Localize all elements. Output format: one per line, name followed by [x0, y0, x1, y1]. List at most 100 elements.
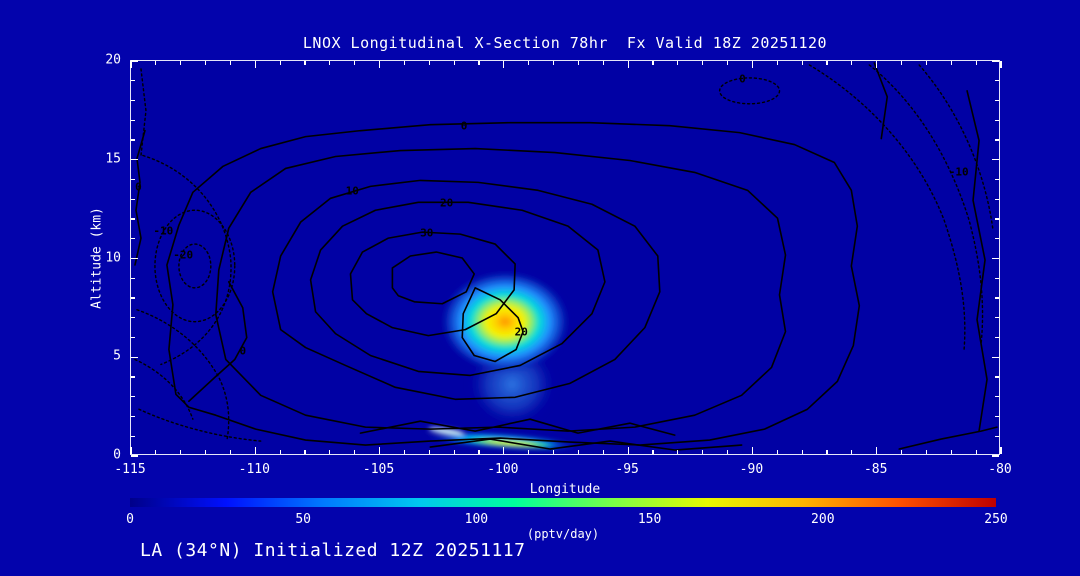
- x-tick-label: -110: [238, 462, 270, 477]
- x-tick: [279, 450, 281, 454]
- run-info-annotation: LA (34°N) Initialized 12Z 20251117: [140, 540, 526, 561]
- x-tick: [180, 450, 182, 454]
- colorbar-units-label: (pptv/day): [526, 527, 600, 541]
- x-axis-label: Longitude: [529, 482, 601, 497]
- contour-label: 20: [514, 325, 528, 339]
- y-tick: [131, 317, 135, 319]
- x-tick: [403, 61, 406, 65]
- y-tick: [131, 119, 135, 121]
- x-tick: [378, 61, 381, 68]
- x-tick: [254, 61, 256, 68]
- contour-line-surface-1: [359, 418, 676, 436]
- y-tick-label: 10: [105, 250, 121, 265]
- x-tick: [950, 61, 952, 65]
- colorbar-tick-label: 250: [984, 512, 1008, 527]
- x-tick: [229, 450, 232, 454]
- contour-line-surface-2: [429, 438, 743, 451]
- x-tick: [354, 61, 356, 65]
- contour-line-bottom-right: [898, 426, 998, 450]
- y-tick: [995, 198, 999, 200]
- x-tick: [552, 61, 555, 65]
- y-tick: [995, 119, 999, 121]
- contour-label: 0: [460, 119, 468, 133]
- x-tick: [627, 61, 629, 68]
- x-tick: [204, 450, 207, 454]
- contour-line-inner: [391, 251, 476, 305]
- contour-label: -10: [153, 224, 174, 238]
- y-tick: [995, 396, 999, 398]
- contour-label: 20: [440, 196, 454, 210]
- x-tick: [304, 61, 306, 65]
- contour-label: 10: [345, 184, 359, 198]
- contour-label: 30: [420, 226, 434, 240]
- y-tick: [131, 218, 135, 220]
- x-tick: [602, 61, 604, 65]
- y-tick-label: 0: [113, 447, 121, 463]
- y-tick: [995, 317, 999, 319]
- x-tick: [925, 450, 928, 454]
- y-tick: [995, 277, 999, 279]
- y-tick: [992, 60, 999, 62]
- contour-label: 0: [739, 72, 746, 86]
- x-tick: [403, 450, 406, 454]
- y-tick-label: 15: [105, 151, 121, 167]
- x-tick: [130, 61, 132, 68]
- contour-line-neg-right-2: [868, 64, 984, 346]
- x-tick: [677, 450, 679, 454]
- contour-line-left-0: [134, 129, 146, 266]
- x-tick: [876, 447, 878, 454]
- contour-line-30: [349, 231, 516, 337]
- x-tick: [776, 61, 778, 65]
- y-tick-label: 20: [105, 52, 121, 68]
- contour-line-20: [309, 201, 606, 377]
- y-tick: [131, 178, 135, 181]
- contour-label: -10: [948, 165, 969, 179]
- y-tick: [992, 356, 999, 358]
- plot-title: LNOX Longitudinal X-Section 78hr Fx Vali…: [302, 34, 828, 52]
- x-tick: [254, 447, 256, 454]
- colorbar-tick-label: 200: [811, 512, 835, 527]
- contour-line-neg20-oval: [178, 243, 212, 289]
- colorbar: [130, 498, 996, 507]
- x-tick: [453, 450, 455, 454]
- x-tick-label: -80: [988, 462, 1012, 477]
- y-tick: [131, 396, 135, 398]
- x-tick-label: -90: [739, 462, 764, 477]
- x-tick: [801, 61, 803, 65]
- contour-line-neg-arc-5: [134, 358, 194, 420]
- positive-contours: [134, 62, 998, 451]
- contour-label: 0: [135, 180, 142, 194]
- x-tick: [528, 450, 530, 454]
- contour-line-neg10-oval: [154, 209, 236, 323]
- contour-label: -20: [173, 248, 194, 262]
- x-tick-label: -95: [615, 462, 639, 477]
- y-tick: [131, 356, 138, 358]
- y-tick: [131, 80, 135, 82]
- x-tick: [577, 61, 580, 65]
- x-tick: [751, 61, 754, 68]
- x-tick: [851, 61, 853, 65]
- y-tick: [995, 435, 999, 437]
- x-tick: [726, 450, 729, 454]
- y-tick: [131, 277, 135, 279]
- contour-line-0: [166, 121, 861, 446]
- x-tick: [975, 61, 977, 65]
- x-tick: [378, 447, 381, 454]
- y-axis-label: Altitude (km): [89, 207, 105, 309]
- y-tick: [131, 415, 135, 418]
- contour-line-5: [215, 147, 787, 432]
- x-tick: [776, 450, 778, 454]
- y-tick: [995, 80, 999, 82]
- x-tick: [876, 61, 878, 68]
- y-tick: [131, 99, 135, 102]
- y-tick: [131, 435, 135, 437]
- x-tick: [453, 61, 455, 65]
- x-tick: [1000, 447, 1002, 454]
- contour-line-plume-20: [461, 287, 524, 363]
- y-tick: [995, 178, 999, 181]
- x-tick: [577, 450, 580, 454]
- x-tick-label: -115: [114, 462, 146, 477]
- y-tick: [995, 139, 999, 141]
- y-tick: [131, 376, 135, 378]
